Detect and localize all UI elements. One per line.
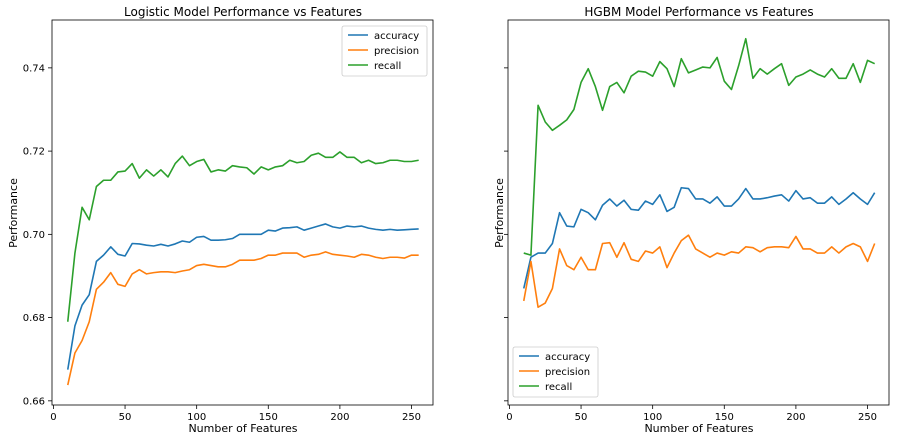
legend-label-recall: recall — [374, 61, 401, 72]
legend-label-accuracy: accuracy — [545, 352, 590, 363]
x-tick-label: 50 — [119, 412, 132, 423]
series-line-recall — [66, 151, 419, 322]
series-line-accuracy — [522, 186, 876, 289]
x-tick-label: 150 — [259, 412, 278, 423]
x-tick-label: 0 — [50, 412, 56, 423]
x-axis-ticks: 0 50 100 150 200 250 — [50, 405, 421, 423]
y-tick-label: 0.74 — [23, 63, 45, 74]
y-tick-label: 0.66 — [23, 396, 45, 407]
x-tick-label: 100 — [187, 412, 206, 423]
legend: accuracy precision recall — [512, 346, 599, 398]
legend-label-precision: precision — [374, 46, 419, 57]
y-axis-label: Performance — [493, 178, 506, 248]
x-axis-ticks: 0 50 100 150 200 250 — [506, 405, 877, 423]
x-tick-label: 200 — [786, 412, 805, 423]
y-axis-ticks — [504, 67, 508, 402]
y-axis-ticks: 0.66 0.68 0.70 0.72 0.74 — [23, 63, 52, 407]
legend-label-recall: recall — [545, 382, 572, 393]
plot-frame — [507, 19, 890, 406]
logistic-chart-panel: Logistic Model Performance vs Features 0… — [7, 5, 434, 435]
x-tick-label: 250 — [402, 412, 421, 423]
legend-box — [341, 25, 428, 77]
x-tick-label: 100 — [643, 412, 662, 423]
plot-frame — [51, 19, 434, 406]
legend-label-accuracy: accuracy — [374, 31, 419, 42]
series-line-precision — [66, 251, 419, 386]
x-tick-label: 50 — [575, 412, 588, 423]
legend-label-precision: precision — [545, 367, 590, 378]
y-tick-label: 0.72 — [23, 147, 45, 158]
y-axis-label: Performance — [7, 178, 20, 248]
series-line-recall — [523, 37, 876, 256]
x-tick-label: 200 — [330, 412, 349, 423]
x-axis-label: Number of Features — [188, 422, 297, 435]
series-line-accuracy — [66, 223, 419, 370]
x-tick-label: 150 — [715, 412, 734, 423]
y-tick-label: 0.70 — [23, 230, 45, 241]
x-tick-label: 250 — [858, 412, 877, 423]
plot-area — [66, 151, 419, 386]
x-axis-label: Number of Features — [644, 422, 753, 435]
legend-box — [512, 346, 599, 398]
plot-area — [522, 37, 876, 308]
y-tick-label: 0.68 — [23, 313, 45, 324]
chart-title: HGBM Model Performance vs Features — [584, 5, 813, 19]
hgbm-chart-panel: HGBM Model Performance vs Features 0 50 10… — [493, 5, 890, 435]
series-line-precision — [522, 234, 876, 308]
chart-title: Logistic Model Performance vs Features — [124, 5, 362, 19]
x-tick-label: 0 — [506, 412, 512, 423]
legend: accuracy precision recall — [341, 25, 428, 77]
